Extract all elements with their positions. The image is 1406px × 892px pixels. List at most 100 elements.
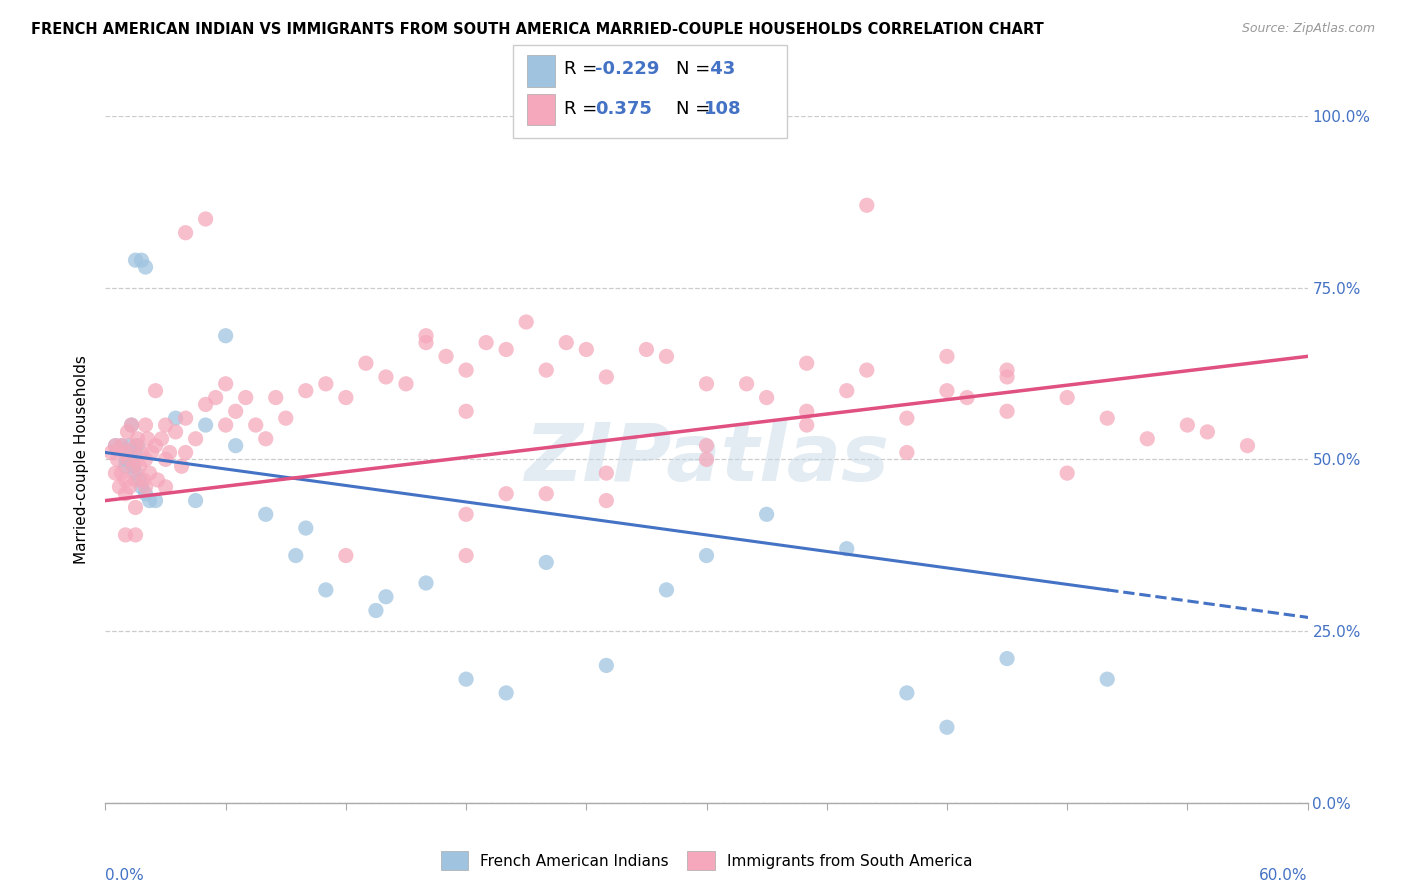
Point <box>1136 432 1159 446</box>
Point <box>415 328 437 343</box>
Point <box>995 370 1018 384</box>
Point <box>415 576 437 591</box>
Point <box>131 445 153 459</box>
Point <box>796 404 818 418</box>
Point <box>155 417 177 433</box>
Point <box>108 480 131 494</box>
Point <box>855 363 877 377</box>
Point <box>174 226 197 240</box>
Point <box>1175 417 1198 433</box>
Point <box>595 370 617 384</box>
Point <box>121 417 143 433</box>
Point <box>595 466 617 480</box>
Point <box>110 439 132 453</box>
Point <box>636 343 658 357</box>
Point <box>124 466 146 480</box>
Point <box>936 384 959 398</box>
Point <box>225 439 247 453</box>
Point <box>896 445 918 459</box>
Point <box>395 376 418 391</box>
Point <box>315 376 337 391</box>
Point <box>214 328 236 343</box>
Point <box>128 459 150 474</box>
Point <box>121 452 143 467</box>
Point <box>124 439 146 453</box>
Point <box>835 384 858 398</box>
Point <box>295 521 318 535</box>
Point <box>354 356 377 370</box>
Point <box>855 198 877 212</box>
Text: 60.0%: 60.0% <box>1260 868 1308 883</box>
Point <box>124 473 146 487</box>
Point <box>245 417 267 433</box>
Point <box>655 350 678 364</box>
Point <box>135 417 157 433</box>
Point <box>495 343 517 357</box>
Text: 0.375: 0.375 <box>595 100 651 118</box>
Point <box>374 590 398 604</box>
Point <box>264 391 287 405</box>
Point <box>131 253 153 268</box>
Point <box>335 391 357 405</box>
Point <box>194 212 217 227</box>
Point <box>995 651 1018 665</box>
Point <box>138 466 160 480</box>
Point <box>127 432 149 446</box>
Point <box>127 439 149 453</box>
Point <box>128 473 150 487</box>
Point <box>335 549 357 563</box>
Point <box>110 439 132 453</box>
Point <box>184 432 207 446</box>
Y-axis label: Married-couple Households: Married-couple Households <box>75 355 90 564</box>
Point <box>1056 466 1078 480</box>
Point <box>214 376 236 391</box>
Point <box>194 417 217 433</box>
Point <box>575 343 598 357</box>
Point <box>170 459 193 474</box>
Point <box>456 508 478 522</box>
Point <box>1097 672 1119 686</box>
Point <box>936 720 959 734</box>
Point <box>104 439 127 453</box>
Point <box>696 452 718 467</box>
Point <box>254 508 277 522</box>
Point <box>555 335 578 350</box>
Point <box>121 417 143 433</box>
Point <box>755 391 778 405</box>
Point <box>146 473 169 487</box>
Point <box>114 445 136 459</box>
Point <box>118 439 141 453</box>
Text: 43: 43 <box>704 60 735 78</box>
Point <box>374 370 398 384</box>
Point <box>1197 425 1219 439</box>
Point <box>118 452 141 467</box>
Point <box>475 335 498 350</box>
Text: 108: 108 <box>704 100 742 118</box>
Point <box>936 350 959 364</box>
Point <box>1236 439 1258 453</box>
Point <box>122 459 145 474</box>
Point <box>118 480 141 494</box>
Point <box>155 452 177 467</box>
Point <box>254 432 277 446</box>
Point <box>796 417 818 433</box>
Point <box>131 480 153 494</box>
Point <box>114 528 136 542</box>
Point <box>534 487 557 501</box>
Point <box>100 445 122 459</box>
Point <box>114 473 136 487</box>
Point <box>956 391 979 405</box>
Point <box>696 549 718 563</box>
Point <box>696 376 718 391</box>
Text: R =: R = <box>564 100 609 118</box>
Text: N =: N = <box>676 100 716 118</box>
Point <box>104 466 127 480</box>
Point <box>132 473 155 487</box>
Text: FRENCH AMERICAN INDIAN VS IMMIGRANTS FROM SOUTH AMERICA MARRIED-COUPLE HOUSEHOLD: FRENCH AMERICAN INDIAN VS IMMIGRANTS FRO… <box>31 22 1043 37</box>
Text: -0.229: -0.229 <box>595 60 659 78</box>
Point <box>456 363 478 377</box>
Point <box>114 487 136 501</box>
Point <box>174 411 197 425</box>
Point <box>595 493 617 508</box>
Point <box>274 411 297 425</box>
